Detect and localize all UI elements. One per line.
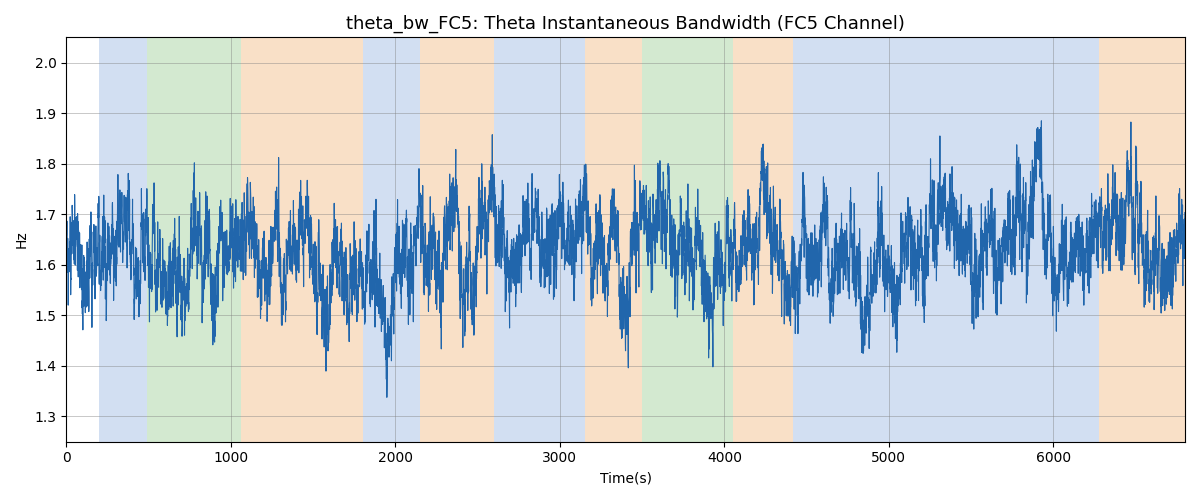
Bar (148, 38, 241, 442)
Bar (793, 38, 1099, 442)
Bar (642, 38, 733, 442)
Bar (241, 38, 362, 442)
Bar (494, 38, 584, 442)
Y-axis label: Hz: Hz (16, 230, 29, 248)
Bar (420, 38, 494, 442)
Bar (100, 38, 148, 442)
X-axis label: Time(s): Time(s) (600, 471, 652, 485)
Title: theta_bw_FC5: Theta Instantaneous Bandwidth (FC5 Channel): theta_bw_FC5: Theta Instantaneous Bandwi… (347, 15, 905, 34)
Bar (584, 38, 642, 442)
Bar (733, 38, 793, 442)
Bar (1099, 38, 1186, 442)
Bar (362, 38, 420, 442)
